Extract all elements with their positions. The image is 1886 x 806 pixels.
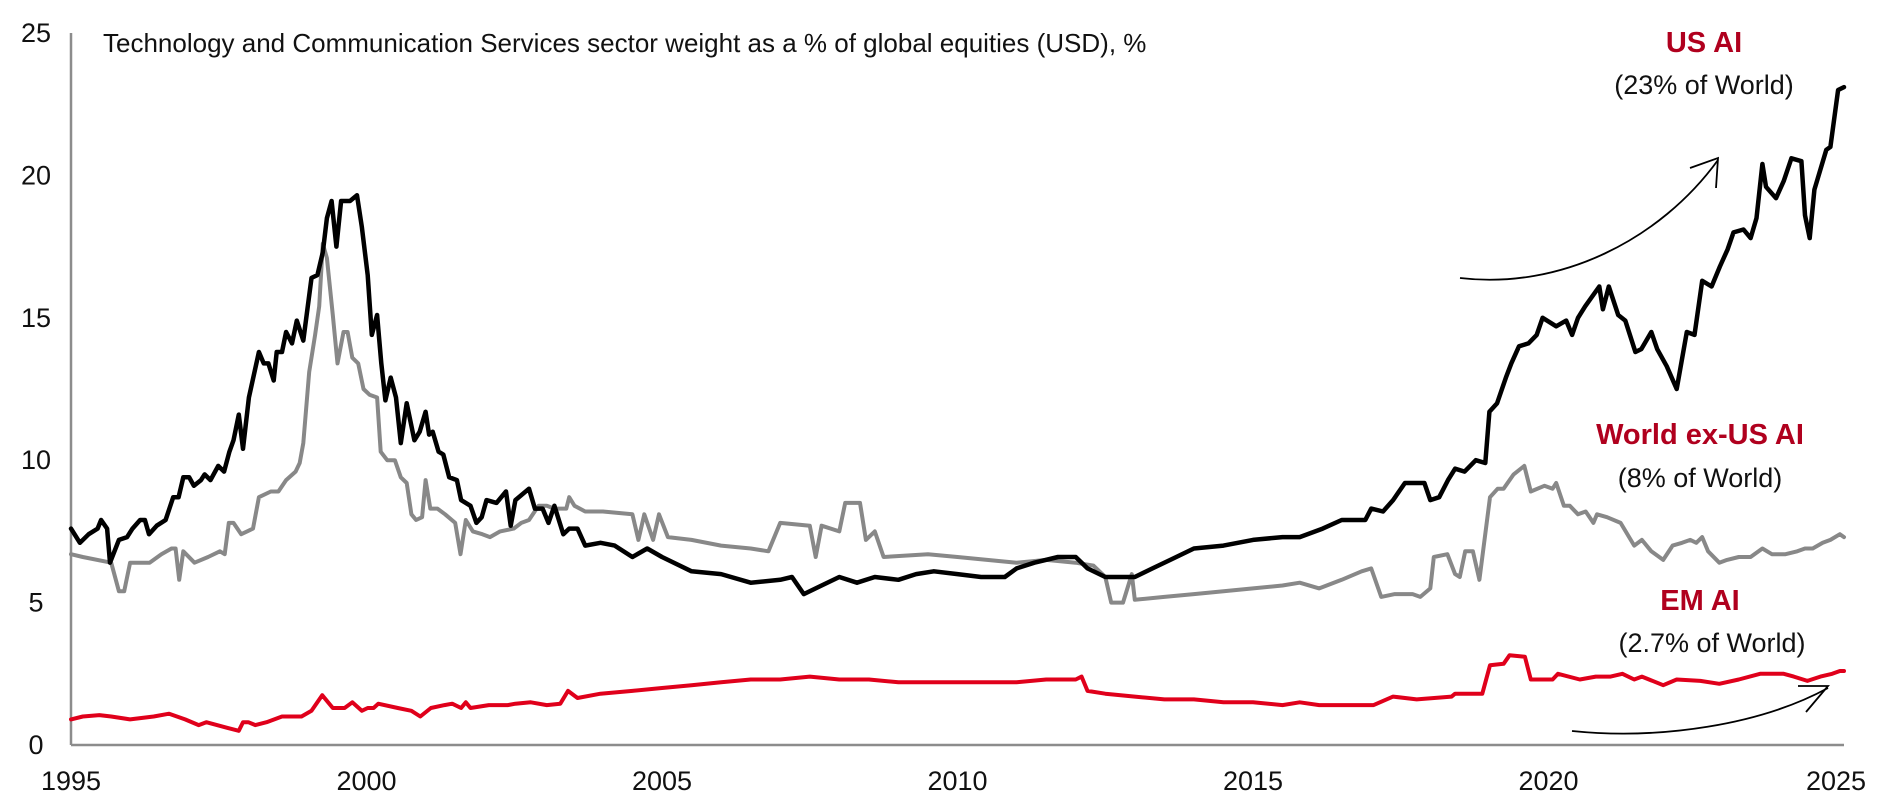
x-tick-label: 2025 [1806,766,1866,796]
y-tick-label: 20 [21,160,51,190]
world-ex-us-ai-label: World ex-US AI [1596,419,1804,451]
em-trend-arrow-icon [1571,687,1829,735]
em-trend-arrowhead-icon [1798,685,1830,713]
series-lines [68,84,1847,733]
em-ai-label: EM AI [1660,585,1739,617]
us-trend-arrowhead-icon [1689,156,1719,189]
y-axis-ticks: 0 5 10 15 20 25 [21,18,51,760]
x-tick-label: 2005 [632,766,692,796]
y-tick-label: 25 [21,18,51,48]
y-tick-label: 15 [21,303,51,333]
world-ex-us-ai-share: (8% of World) [1618,463,1783,493]
series-line-world-ex-us-ai [69,241,1846,605]
x-tick-label: 2020 [1518,766,1578,796]
us-ai-share: (23% of World) [1614,70,1794,100]
y-tick-label: 0 [28,730,43,760]
x-axis-ticks: 1995 2000 2005 2010 2015 2020 2025 [41,766,1866,796]
us-trend-arrow-icon [1459,159,1719,281]
x-tick-label: 2000 [336,766,396,796]
chart-title: Technology and Communication Services se… [103,28,1146,58]
y-tick-label: 10 [21,445,51,475]
x-tick-label: 2010 [927,766,987,796]
series-line-us-ai [68,84,1847,597]
x-tick-label: 2015 [1223,766,1283,796]
x-tick-label: 1995 [41,766,101,796]
us-ai-label: US AI [1666,27,1742,59]
y-tick-label: 5 [28,588,43,618]
em-ai-share: (2.7% of World) [1618,628,1805,658]
series-line-em-ai [69,653,1846,733]
